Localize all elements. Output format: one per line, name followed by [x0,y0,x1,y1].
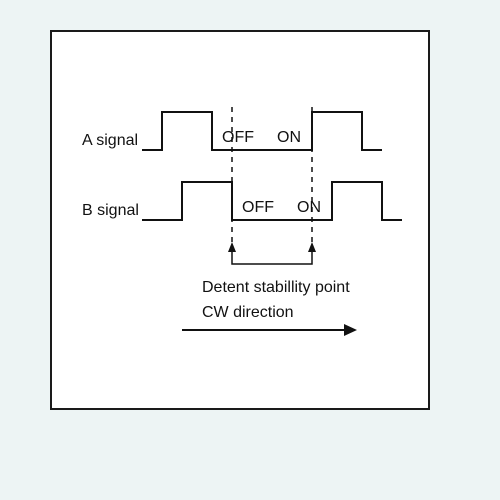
timing-diagram-svg: A signal OFF ON B signal OFF ON Detent s… [52,32,428,408]
cw-arrowhead-icon [344,324,357,336]
a-off-label: OFF [222,129,254,146]
dash1-arrowhead-icon [228,242,236,252]
a-signal-label: A signal [82,132,138,149]
detent-caption: Detent stabillity point [202,279,350,296]
b-on-label: ON [297,199,321,216]
a-on-label: ON [277,129,301,146]
direction-caption: CW direction [202,304,294,321]
dash2-arrowhead-icon [308,242,316,252]
b-off-label: OFF [242,199,274,216]
b-signal-label: B signal [82,202,139,219]
a-signal-waveform [142,112,382,150]
diagram-frame: A signal OFF ON B signal OFF ON Detent s… [50,30,430,410]
detent-bracket [232,252,312,264]
